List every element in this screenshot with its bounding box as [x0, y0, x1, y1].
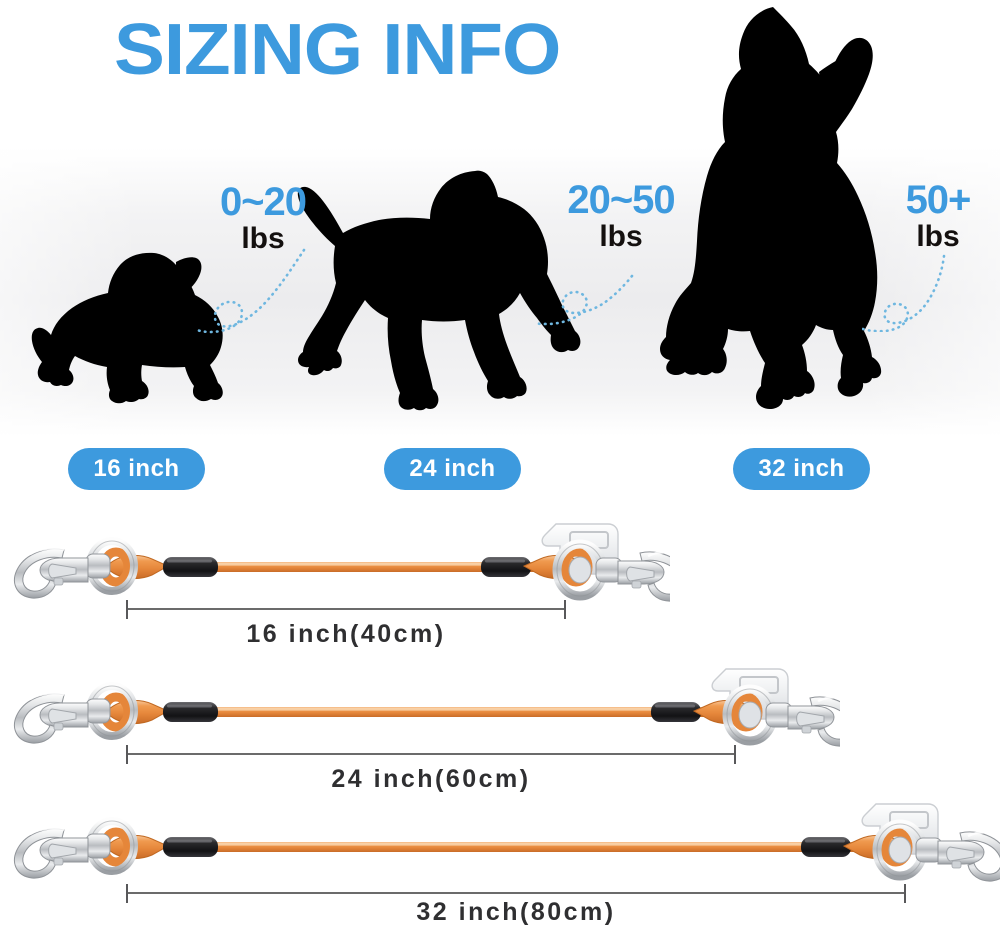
dimension-line-16-inch	[126, 600, 566, 620]
weight-range-medium: 20~50	[567, 178, 675, 222]
weight-unit-medium: lbs	[599, 220, 643, 253]
dimension-line-32-inch	[126, 884, 906, 904]
weight-unit-large: lbs	[916, 220, 960, 253]
dimension-tick-right	[734, 745, 736, 764]
dotted-pointer-small	[195, 246, 316, 336]
large-dog-sitting-silhouette	[655, 0, 905, 415]
dimension-tick-left	[126, 600, 128, 619]
weight-unit-small: lbs	[241, 222, 285, 255]
dimension-tick-left	[126, 884, 128, 903]
leash-product-32-inch	[0, 800, 1000, 890]
small-dog-lying-silhouette	[28, 248, 228, 410]
size-badge-32-inch[interactable]: 32 inch	[733, 448, 870, 490]
size-badge-32-inch-label: 32 inch	[758, 455, 845, 482]
measurement-label-32-inch: 32 inch(80cm)	[416, 898, 616, 926]
weight-label-medium: 20~50 lbs	[556, 180, 686, 252]
dimension-tick-right	[904, 884, 906, 903]
weight-label-small: 0~20 lbs	[203, 182, 323, 254]
size-badge-16-inch[interactable]: 16 inch	[68, 448, 205, 490]
dimension-tick-right	[564, 600, 566, 619]
medium-dog-standing-silhouette	[295, 165, 585, 423]
size-badge-24-inch[interactable]: 24 inch	[384, 448, 521, 490]
size-badge-16-inch-label: 16 inch	[93, 455, 180, 482]
size-badge-24-inch-label: 24 inch	[409, 455, 496, 482]
dimension-bar	[126, 892, 906, 894]
dimension-bar	[126, 608, 566, 610]
dimension-tick-left	[126, 745, 128, 764]
page-title: SIZING INFO	[114, 10, 561, 90]
weight-label-large: 50+ lbs	[886, 180, 990, 252]
dimension-line-24-inch	[126, 745, 736, 765]
leash-product-16-inch	[0, 520, 670, 610]
weight-range-small: 0~20	[219, 180, 307, 224]
leash-product-24-inch	[0, 665, 840, 755]
dotted-pointer-medium	[532, 272, 642, 344]
weight-range-large: 50+	[905, 178, 972, 222]
measurement-label-24-inch: 24 inch(60cm)	[331, 765, 531, 793]
measurement-label-16-inch: 16 inch(40cm)	[246, 620, 446, 648]
dimension-bar	[126, 753, 736, 755]
dotted-pointer-large	[861, 252, 954, 333]
